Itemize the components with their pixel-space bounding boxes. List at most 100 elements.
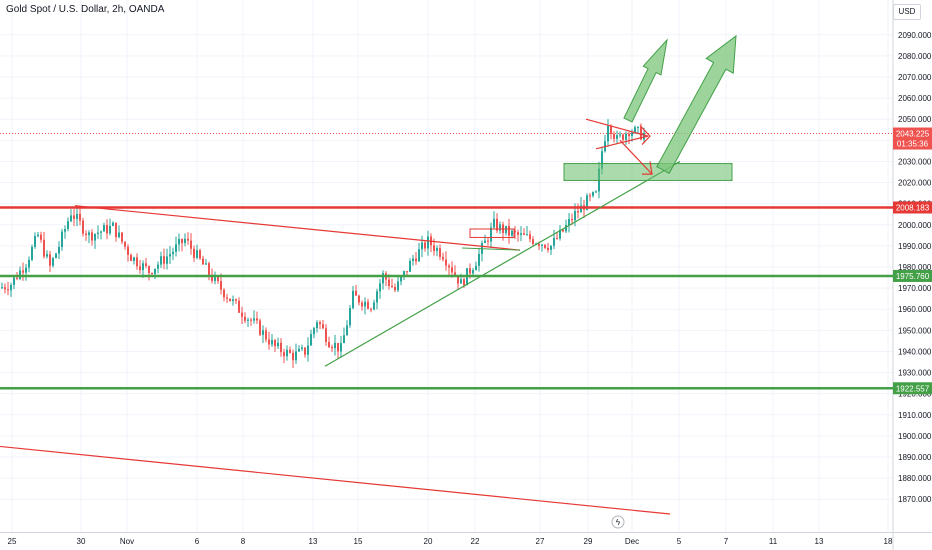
candle-body bbox=[316, 322, 318, 329]
candle-body bbox=[292, 352, 294, 361]
candle-body bbox=[154, 268, 156, 275]
candle-body bbox=[370, 308, 372, 310]
candle-body bbox=[235, 299, 237, 301]
x-tick-label: 8 bbox=[241, 537, 246, 546]
candle-body bbox=[544, 244, 546, 248]
candle-body bbox=[529, 234, 531, 240]
candle-body bbox=[256, 318, 258, 321]
flag-line[interactable] bbox=[461, 247, 521, 251]
candle-body bbox=[595, 191, 597, 193]
candle-body bbox=[388, 279, 390, 286]
candle-body bbox=[268, 339, 270, 345]
y-tick-label: 1890.000 bbox=[898, 453, 932, 462]
red-flag-box[interactable] bbox=[469, 228, 515, 238]
candle-body bbox=[124, 241, 126, 247]
candle-body bbox=[349, 308, 351, 326]
candle-body bbox=[616, 135, 618, 139]
candle-body bbox=[274, 340, 276, 347]
candle-body bbox=[46, 254, 48, 257]
lightning-icon[interactable] bbox=[611, 515, 625, 529]
candle-body bbox=[136, 257, 138, 267]
candle-body bbox=[196, 250, 198, 258]
candle-body bbox=[67, 221, 69, 230]
x-tick-label: 11 bbox=[769, 537, 778, 546]
candle-body bbox=[241, 312, 243, 317]
green-trendline[interactable] bbox=[324, 160, 681, 367]
candle-body bbox=[436, 248, 438, 251]
candle-body bbox=[10, 285, 12, 291]
candle-body bbox=[442, 256, 444, 260]
red-trendline-lower[interactable] bbox=[0, 445, 671, 515]
candle-body bbox=[166, 256, 168, 264]
candle-body bbox=[496, 218, 498, 231]
candle-body bbox=[205, 263, 207, 265]
candle-body bbox=[148, 266, 150, 274]
candle-body bbox=[265, 330, 267, 340]
y-tick-label: 2070.000 bbox=[898, 73, 932, 82]
candle-body bbox=[367, 301, 369, 309]
candle-body bbox=[334, 342, 336, 349]
y-tick-label: 1990.000 bbox=[898, 242, 932, 251]
candle-body bbox=[280, 342, 282, 353]
candle-body bbox=[178, 238, 180, 245]
candle-body bbox=[472, 270, 474, 274]
x-tick-label: 13 bbox=[815, 537, 824, 546]
candle-body bbox=[109, 225, 111, 234]
candle-body bbox=[106, 225, 108, 234]
candle-body bbox=[175, 244, 177, 252]
candle-body bbox=[571, 219, 573, 221]
candle-body bbox=[271, 340, 273, 345]
candle-body bbox=[346, 325, 348, 336]
candle-body bbox=[418, 249, 420, 262]
candle-body bbox=[298, 348, 300, 352]
x-tick-label: 7 bbox=[724, 537, 729, 546]
candle-body bbox=[223, 289, 225, 298]
candle-body bbox=[340, 343, 342, 352]
x-tick-label: Dec bbox=[625, 537, 639, 546]
candle-body bbox=[157, 264, 159, 269]
candle-body bbox=[295, 351, 297, 361]
candle-body bbox=[151, 273, 153, 275]
y-tick-label: 1960.000 bbox=[898, 305, 932, 314]
candle-body bbox=[55, 253, 57, 259]
currency-button[interactable]: USD bbox=[893, 4, 921, 20]
red-arrow-down[interactable] bbox=[619, 139, 653, 175]
candle-body bbox=[34, 236, 36, 247]
red-arrowhead[interactable] bbox=[639, 125, 651, 145]
candle-body bbox=[541, 244, 543, 246]
candle-body bbox=[424, 242, 426, 249]
last-price-label bbox=[893, 127, 932, 150]
candle-body bbox=[463, 279, 465, 286]
candle-body bbox=[220, 281, 222, 290]
candle-body bbox=[433, 245, 435, 251]
candle-body bbox=[610, 125, 612, 134]
candle-body bbox=[211, 274, 213, 281]
candle-body bbox=[487, 240, 489, 242]
x-tick-label: 25 bbox=[8, 537, 17, 546]
green-projection-arrow-large[interactable] bbox=[656, 34, 737, 175]
candle-body bbox=[619, 134, 621, 136]
green-projection-arrow-small[interactable] bbox=[623, 38, 668, 123]
candle-body bbox=[1, 287, 3, 289]
y-tick-label: 1930.000 bbox=[898, 369, 932, 378]
candle-body bbox=[184, 238, 186, 244]
candle-body bbox=[634, 127, 636, 133]
red-trendline-upper[interactable] bbox=[74, 205, 521, 251]
x-tick-label: 27 bbox=[536, 537, 545, 546]
triangle-pattern[interactable] bbox=[585, 118, 649, 150]
candle-body bbox=[445, 259, 447, 266]
candle-body bbox=[139, 266, 141, 271]
candle-body bbox=[478, 253, 480, 266]
x-tick-label: 18 bbox=[884, 537, 893, 546]
candle-body bbox=[412, 258, 414, 261]
candle-body bbox=[355, 290, 357, 296]
red-arrowhead[interactable] bbox=[642, 161, 653, 175]
demand-zone[interactable] bbox=[563, 163, 733, 181]
x-tick-label: 13 bbox=[309, 537, 318, 546]
candle-body bbox=[427, 236, 429, 249]
candle-body bbox=[397, 281, 399, 291]
candle-body bbox=[493, 218, 495, 228]
candle-body bbox=[331, 347, 333, 349]
